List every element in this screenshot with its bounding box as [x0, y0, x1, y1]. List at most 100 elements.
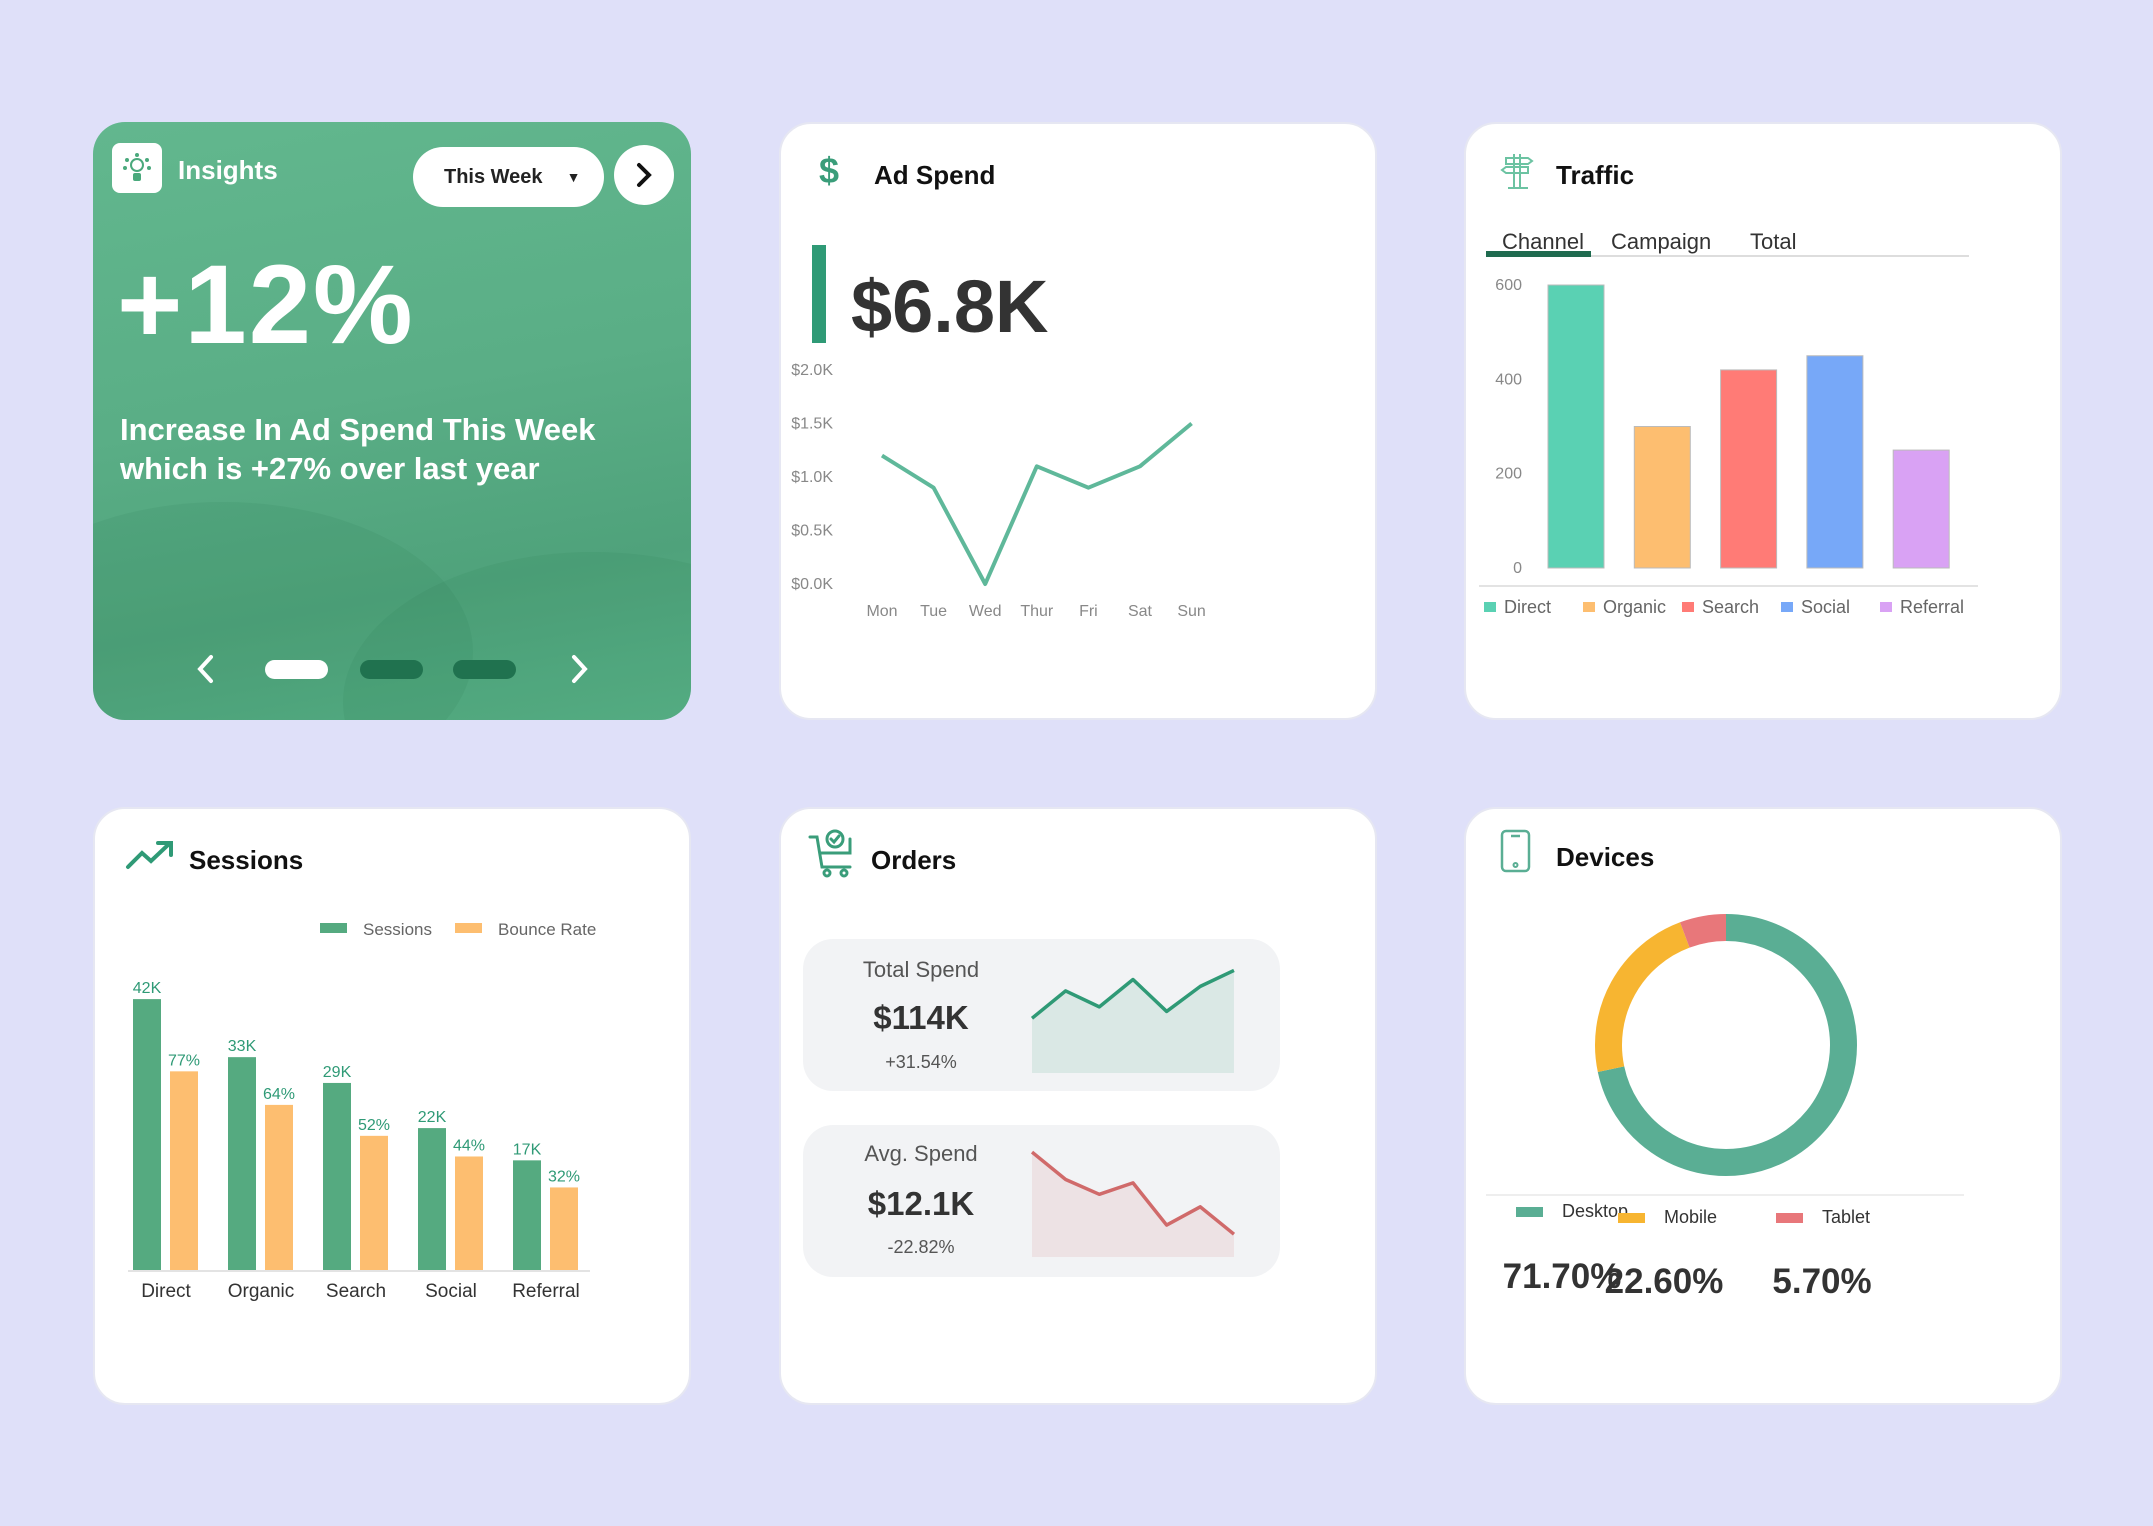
legend-swatch	[455, 923, 482, 933]
tab-channel[interactable]: Channel	[1502, 229, 1584, 254]
headline-percent: +12%	[117, 242, 415, 367]
legend-swatch	[320, 923, 347, 933]
logo-icon	[112, 143, 162, 193]
y-tick-label: 0	[1513, 560, 1522, 577]
carousel-dot[interactable]	[360, 660, 423, 679]
x-tick-label: Fri	[1079, 603, 1098, 620]
y-tick-label: $0.5K	[791, 523, 833, 540]
bounce-rate-bar	[360, 1135, 388, 1270]
next-button[interactable]	[614, 145, 674, 205]
device-percent-value: 71.70%	[1502, 1257, 1622, 1296]
insight-description: Increase In Ad Spend This Week which is +…	[120, 410, 640, 488]
donut-slice-desktop	[1597, 914, 1857, 1176]
insights-card: Insights This Week ▼ +12% Increase In Ad …	[93, 122, 691, 720]
bounce-rate-bar	[455, 1156, 483, 1270]
sessions-bar	[323, 1082, 351, 1270]
bounce-rate-data-label: 44%	[453, 1137, 485, 1154]
traffic-title: Traffic	[1556, 160, 1635, 190]
total-spend-panel: Total Spend $114K +31.54%	[803, 939, 1280, 1091]
devices-card: Devices Desktop 71.70% Mobile 22.60% Tablet 5…	[1464, 807, 2062, 1405]
sessions-title: Sessions	[189, 845, 304, 875]
legend-swatch	[1516, 1207, 1543, 1217]
sessions-bar	[513, 1160, 541, 1270]
sessions-bar	[418, 1128, 446, 1270]
sessions-bar	[228, 1057, 256, 1270]
avg-spend-panel: Avg. Spend $12.1K -22.82%	[803, 1125, 1280, 1277]
sparkline-line	[1031, 968, 1235, 1020]
x-tick-label: Direct	[141, 1281, 191, 1302]
y-tick-label: $2.0K	[791, 362, 833, 379]
signpost-icon	[1500, 154, 1534, 189]
bounce-rate-data-label: 32%	[548, 1168, 580, 1185]
sessions-data-label: 29K	[323, 1064, 352, 1081]
sparkline-area	[1032, 1152, 1234, 1257]
bounce-rate-bar	[170, 1071, 198, 1270]
carousel-dot-active[interactable]	[265, 660, 328, 679]
y-tick-label: $1.0K	[791, 469, 833, 486]
device-percent-value: 5.70%	[1772, 1262, 1872, 1301]
donut-slice-tablet	[1680, 914, 1727, 948]
ad-spend-card: $ Ad Spend $6.8K $0.0K $0.5K $1.0K $1.5K $2.…	[779, 122, 1377, 720]
y-tick-label: 600	[1495, 277, 1522, 294]
cart-check-icon	[808, 829, 852, 878]
x-tick-label: Tue	[920, 603, 947, 620]
orders-card: Orders Total Spend $114K +31.54% Avg. Sp…	[779, 807, 1377, 1405]
y-tick-label: $1.5K	[791, 416, 833, 433]
bounce-rate-data-label: 64%	[263, 1086, 295, 1103]
bar-referral	[1892, 449, 1950, 569]
sparkline-line	[1031, 1150, 1236, 1236]
devices-donut-chart	[1595, 914, 1857, 1176]
ad-spend-line-chart: $0.0K $0.5K $1.0K $1.5K $2.0K Mon Tue Wed Thur Fr…	[791, 362, 1206, 620]
x-tick-label: Search	[326, 1281, 386, 1302]
smartphone-icon	[1500, 829, 1531, 873]
sparkline-area	[1032, 970, 1234, 1073]
legend-label: Referral	[1900, 597, 1964, 617]
spend-line	[880, 421, 1193, 586]
ad-spend-title: Ad Spend	[874, 160, 996, 190]
avg-spend-value: $12.1K	[867, 1185, 975, 1222]
ad-spend-total: $6.8K	[851, 265, 1049, 348]
donut-slice-mobile	[1595, 922, 1690, 1072]
carousel-dot[interactable]	[453, 660, 516, 679]
legend-label: Tablet	[1822, 1207, 1871, 1227]
sessions-data-label: 22K	[418, 1109, 447, 1126]
legend-label: Organic	[1603, 597, 1666, 617]
total-spend-label: Total Spend	[862, 957, 980, 982]
sessions-card: Sessions Sessions Bounce Rate 42K 77% Direct…	[93, 807, 691, 1405]
total-spend-value: $114K	[873, 999, 969, 1036]
bar-direct	[1547, 284, 1605, 569]
legend-label: Desktop	[1562, 1201, 1629, 1221]
y-tick-label: $0.0K	[791, 576, 833, 593]
bar-search	[1720, 369, 1778, 569]
tab-total[interactable]: Total	[1750, 229, 1797, 254]
bounce-rate-data-label: 77%	[168, 1052, 200, 1069]
x-tick-label: Sun	[1177, 603, 1205, 620]
x-tick-label: Social	[425, 1281, 477, 1302]
period-dropdown[interactable]: This Week ▼	[413, 147, 604, 207]
total-spend-change: +31.54%	[885, 1052, 957, 1072]
legend-swatch	[1781, 602, 1793, 612]
y-tick-label: 400	[1495, 371, 1522, 388]
sessions-data-label: 17K	[513, 1141, 542, 1158]
device-percent-value: 22.60%	[1604, 1262, 1724, 1301]
trending-up-icon	[126, 841, 173, 869]
total-spend-sparkline	[1031, 968, 1235, 1073]
carousel-next-icon[interactable]	[566, 652, 592, 686]
traffic-card: Traffic Channel Campaign Total 0 200 400 60…	[1464, 122, 2062, 720]
legend-swatch	[1484, 602, 1496, 612]
accent-bar	[812, 245, 826, 343]
x-tick-label: Referral	[512, 1281, 580, 1302]
legend-label: Bounce Rate	[498, 920, 596, 939]
tab-campaign[interactable]: Campaign	[1611, 229, 1712, 254]
legend-divider	[1486, 1194, 1964, 1196]
orders-title: Orders	[871, 845, 957, 875]
bar-social	[1806, 355, 1864, 569]
description-line: which is +27% over last year	[120, 451, 540, 486]
carousel-prev-icon[interactable]	[193, 652, 219, 686]
legend-label: Search	[1702, 597, 1759, 617]
tab-divider	[1486, 255, 1969, 257]
bounce-rate-bar	[550, 1187, 578, 1270]
legend-label: Social	[1801, 597, 1850, 617]
x-tick-label: Sat	[1128, 603, 1153, 620]
description-line: Increase In Ad Spend This Week	[120, 412, 596, 447]
